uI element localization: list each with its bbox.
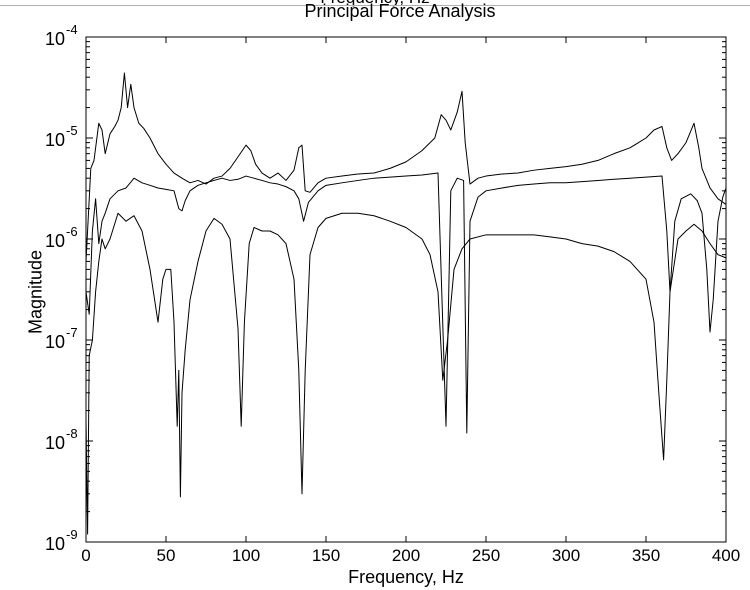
y-tick-label: 10	[45, 534, 65, 554]
y-axis-label: Magnitude	[25, 249, 46, 335]
x-tick-label: 0	[81, 546, 90, 565]
x-tick-label: 400	[712, 546, 740, 565]
x-tick-label: 50	[157, 546, 176, 565]
x-tick-label: 150	[312, 546, 340, 565]
y-tick-label: 10	[45, 231, 65, 251]
x-tick-label: 200	[392, 546, 420, 565]
series-line-1	[85, 72, 727, 262]
y-tick-label: 10	[45, 332, 65, 352]
y-tick-label-exponent: -4	[66, 22, 78, 37]
y-tick-label-exponent: -5	[66, 123, 78, 138]
x-axis-label: Frequency, Hz	[348, 567, 464, 587]
x-tick-label: 300	[552, 546, 580, 565]
x-tick-label: 250	[472, 546, 500, 565]
plot-frame	[85, 36, 727, 543]
chart-title: Principal Force Analysis	[304, 1, 496, 21]
y-tick-label-exponent: -7	[66, 325, 78, 340]
y-tick-label-exponent: -9	[66, 527, 78, 542]
y-tick-label: 10	[45, 130, 65, 150]
x-tick-label: 350	[632, 546, 660, 565]
cut-off-top-text: Frequency, Hz	[0, 0, 750, 8]
x-tick-label: 100	[232, 546, 260, 565]
series-line-3	[85, 212, 727, 535]
y-tick-label: 10	[45, 433, 65, 453]
y-tick-label-exponent: -6	[66, 224, 78, 239]
series-line-2	[85, 172, 727, 434]
series-layer	[85, 72, 727, 535]
y-tick-label-exponent: -8	[66, 426, 78, 441]
top-divider	[0, 5, 750, 6]
tick-layer: 0 50 100 150 200 250 300 350 40010-910-810-710-6…	[45, 22, 740, 565]
y-tick-label: 10	[45, 29, 65, 49]
